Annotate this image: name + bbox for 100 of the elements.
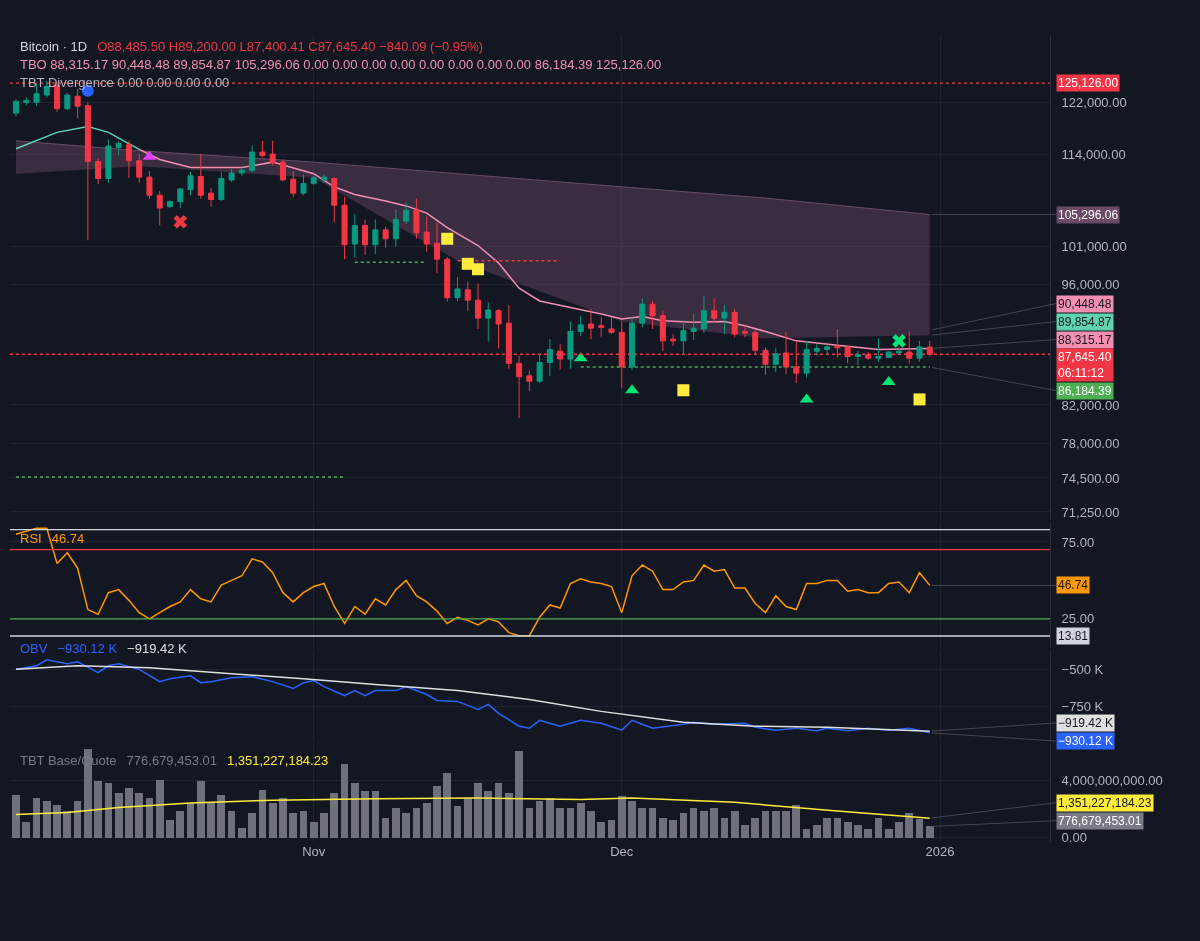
bar — [166, 820, 174, 838]
candlestick — [875, 337, 882, 363]
bar — [566, 807, 575, 838]
bar — [402, 812, 410, 838]
annotation: 105,296.06 — [1058, 208, 1119, 222]
candlestick — [115, 140, 122, 156]
annotation: −919.42 K — [1058, 716, 1114, 730]
bar — [730, 810, 739, 838]
point — [441, 232, 454, 245]
bar — [381, 817, 390, 838]
candlestick — [700, 295, 707, 334]
candlestick — [362, 219, 369, 256]
annotation: 86,184.39 — [1058, 384, 1112, 398]
bar — [309, 822, 318, 838]
candlestick — [649, 300, 656, 330]
bar — [135, 793, 144, 838]
line-series — [15, 527, 931, 637]
y-tick-label: 101,000.00 — [1061, 238, 1127, 254]
annotation: 1,351,227,184.23 — [225, 753, 330, 768]
ref-line-label: 87,645.40 06:11:12 — [1058, 350, 1112, 380]
bar — [638, 807, 647, 838]
bar — [689, 807, 698, 838]
bar — [771, 810, 780, 838]
candlestick — [187, 171, 194, 196]
bar — [268, 802, 277, 838]
point — [625, 384, 639, 394]
bar — [761, 810, 770, 838]
bar — [53, 804, 61, 838]
bar — [299, 810, 308, 838]
candlestick — [690, 313, 697, 341]
bar — [597, 822, 606, 838]
candlestick — [331, 176, 338, 224]
bar — [330, 793, 339, 838]
bar — [700, 810, 708, 838]
bar — [433, 786, 441, 838]
candlestick — [249, 144, 256, 173]
annotation: 776,679,453.01 — [125, 753, 218, 768]
candlestick — [546, 338, 553, 377]
candlestick — [444, 256, 451, 303]
candlestick — [74, 88, 81, 119]
bar — [320, 812, 328, 838]
bar — [474, 783, 482, 838]
candlestick — [218, 171, 225, 202]
candlestick — [813, 343, 820, 357]
candlestick — [567, 320, 574, 370]
y-tick-label: −500 K — [1061, 662, 1104, 678]
y-tick-label: 78,000.00 — [1061, 435, 1120, 451]
y-tick-label: 25.00 — [1061, 611, 1095, 627]
bar — [628, 800, 636, 838]
bar — [238, 827, 246, 838]
bar — [361, 790, 369, 838]
candlestick — [64, 92, 71, 111]
bar — [176, 810, 185, 838]
candlestick — [824, 342, 831, 356]
candlestick — [629, 316, 636, 371]
candlestick — [577, 315, 584, 337]
bar — [289, 812, 298, 838]
bar — [217, 794, 226, 838]
bar — [422, 802, 431, 838]
bar — [884, 829, 893, 838]
bar — [751, 817, 760, 838]
y-tick-label: 4,000,000,000.00 — [1061, 772, 1163, 788]
line-series — [15, 140, 931, 216]
candlestick — [382, 226, 389, 249]
point — [892, 334, 906, 348]
bar — [412, 807, 421, 838]
y-tick-label: 75.00 — [1061, 534, 1095, 550]
series-label: OBV — [19, 641, 49, 656]
annotation: TBT Divergence 0.00 0.00 0.00 0.00 — [19, 75, 231, 90]
point — [472, 263, 485, 276]
series-label: RSI — [19, 531, 43, 546]
bar — [556, 807, 565, 838]
bar — [843, 822, 852, 838]
bar — [587, 810, 595, 838]
candlestick — [259, 140, 266, 158]
candlestick — [300, 173, 307, 196]
candlestick — [238, 167, 245, 177]
annotation: −930.12 K — [56, 641, 119, 656]
candlestick — [885, 350, 892, 359]
y-tick-label: 114,000.00 — [1061, 146, 1126, 162]
candlestick — [711, 298, 718, 323]
bar — [895, 822, 903, 838]
bar — [484, 790, 493, 838]
annotation: 1,351,227,184.23 — [1058, 796, 1152, 810]
candlestick — [721, 304, 728, 335]
y-tick-label: 82,000.00 — [1061, 397, 1120, 413]
candlestick — [475, 282, 482, 330]
annotation: 88,315.17 — [1058, 333, 1112, 347]
point — [461, 257, 474, 270]
candlestick — [208, 187, 215, 208]
bar — [125, 787, 133, 838]
candlestick — [125, 140, 132, 179]
bar — [63, 810, 72, 838]
candlestick — [659, 310, 666, 352]
bar — [155, 780, 164, 838]
candlestick — [731, 308, 738, 338]
bar — [864, 829, 873, 838]
chart-title: Bitcoin · 1D — [19, 39, 89, 54]
candlestick — [803, 340, 810, 379]
bar — [494, 783, 503, 838]
